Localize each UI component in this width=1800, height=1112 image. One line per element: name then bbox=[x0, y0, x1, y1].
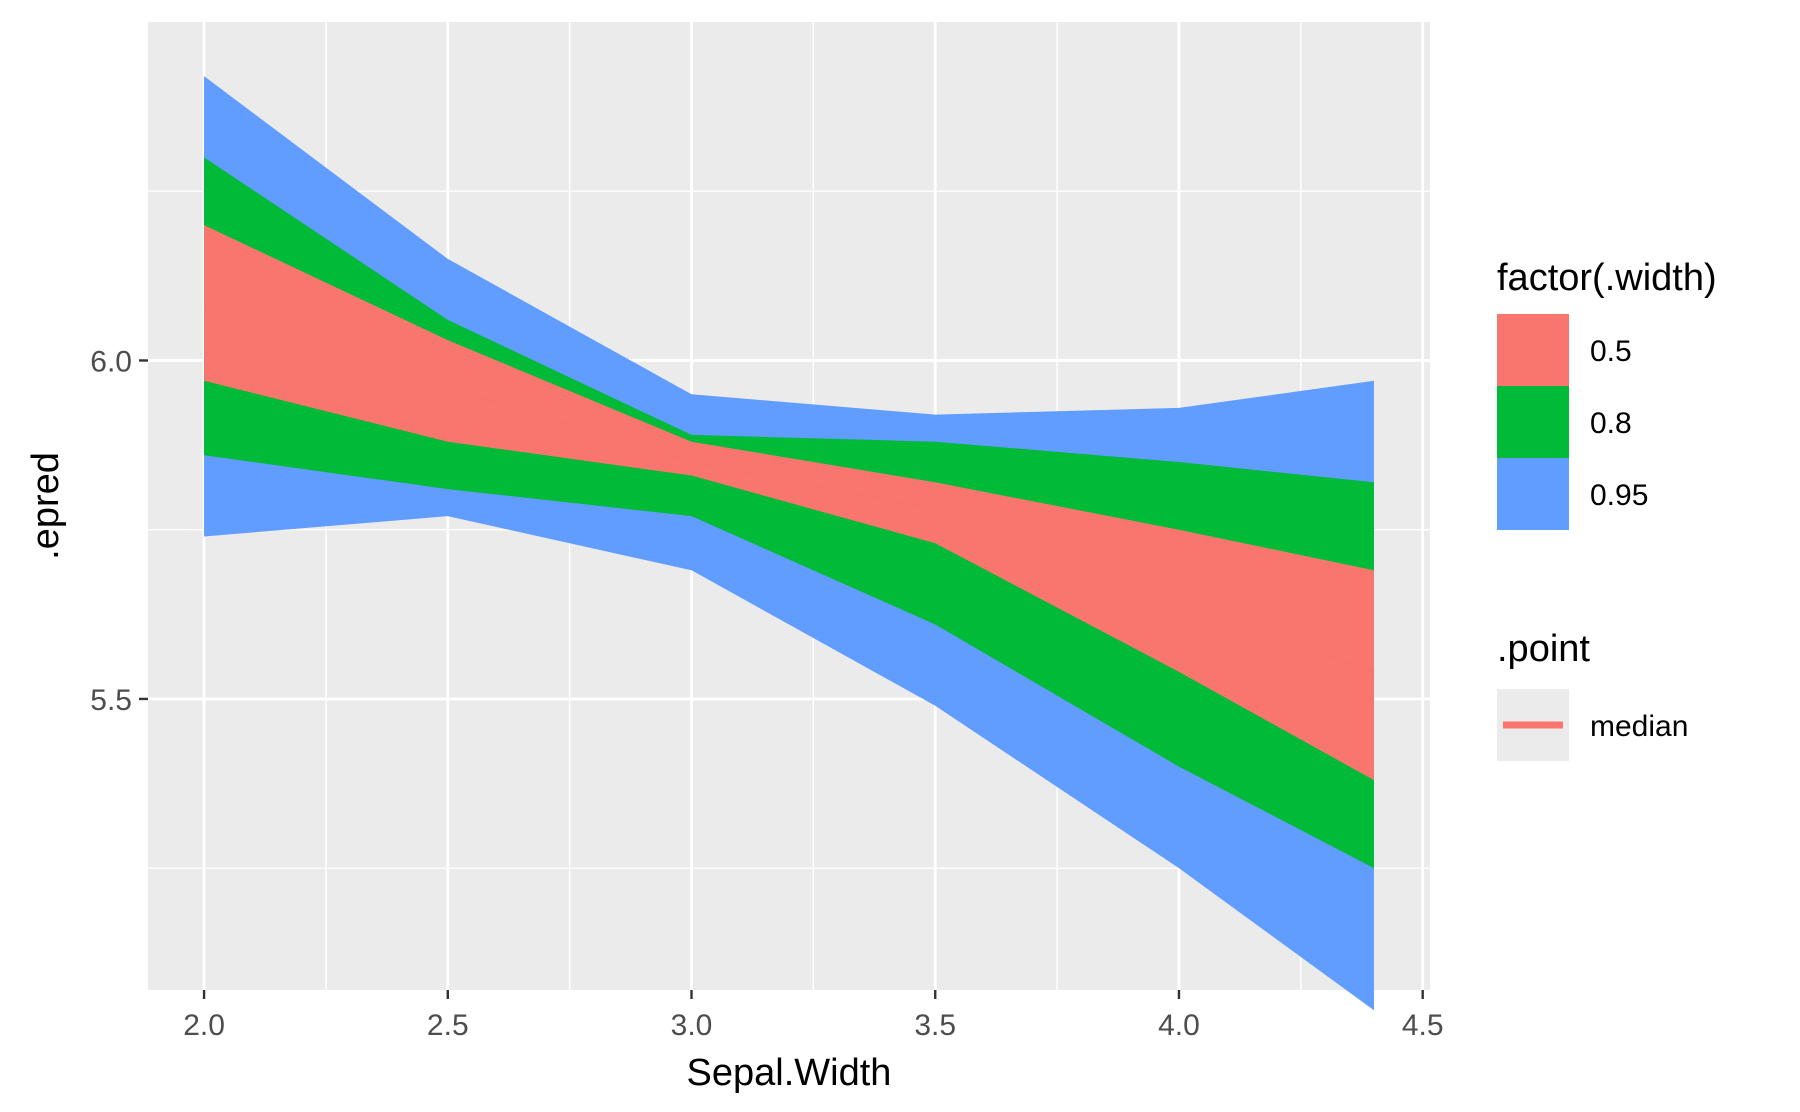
legend-label: 0.5 bbox=[1590, 335, 1632, 368]
band-0-5 bbox=[204, 225, 1374, 781]
x-axis-title: Sepal.Width bbox=[687, 1052, 892, 1094]
legend-label: median bbox=[1590, 710, 1688, 743]
x-tick-label: 4.5 bbox=[1402, 1009, 1444, 1042]
y-tick-label: 6.0 bbox=[90, 345, 132, 378]
legend-key-0-95 bbox=[1497, 458, 1569, 530]
x-tick-label: 4.0 bbox=[1158, 1009, 1200, 1042]
x-tick-label: 2.0 bbox=[183, 1009, 225, 1042]
legend-label: 0.95 bbox=[1590, 479, 1648, 512]
legend-key-0-5 bbox=[1497, 314, 1569, 386]
x-tick-label: 3.5 bbox=[914, 1009, 956, 1042]
legend: factor(.width) 0.5 0.8 0.95 .point median bbox=[1497, 257, 1717, 761]
interval-bands bbox=[204, 76, 1374, 1011]
y-tick-label: 5.5 bbox=[90, 684, 132, 717]
median-line-layer bbox=[203, 304, 1375, 674]
legend-line-title: .point bbox=[1497, 628, 1590, 670]
legend-key-0-8 bbox=[1497, 386, 1569, 458]
y-axis: 5.5 6.0 bbox=[90, 345, 148, 717]
band-0-8 bbox=[204, 157, 1374, 869]
x-tick-label: 3.0 bbox=[671, 1009, 713, 1042]
legend-fill-title: factor(.width) bbox=[1497, 257, 1717, 299]
x-tick-label: 2.5 bbox=[427, 1009, 469, 1042]
x-axis: 2.0 2.5 3.0 3.5 4.0 4.5 bbox=[183, 990, 1444, 1042]
median-line bbox=[203, 304, 1375, 674]
legend-label: 0.8 bbox=[1590, 407, 1632, 440]
y-axis-title: .epred bbox=[25, 452, 67, 560]
